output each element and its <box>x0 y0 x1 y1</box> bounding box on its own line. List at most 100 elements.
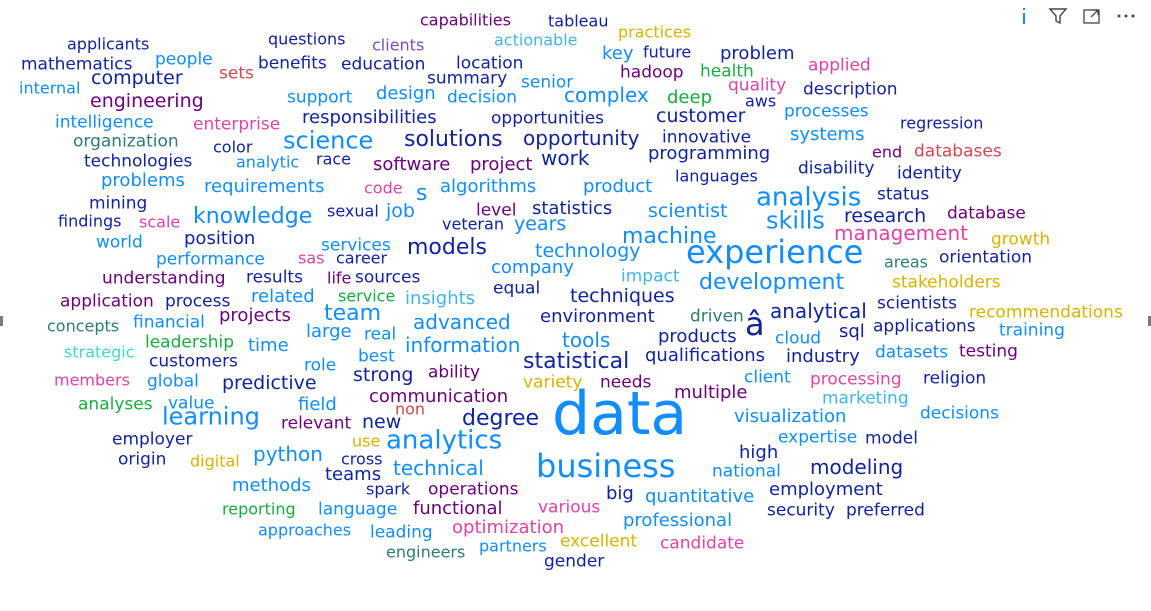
word-sas[interactable]: sas <box>298 248 324 267</box>
word-employer[interactable]: employer <box>112 429 192 449</box>
word-work[interactable]: work <box>541 146 590 170</box>
word-cloud[interactable]: cloud <box>775 328 821 348</box>
word-driven[interactable]: driven <box>690 306 744 326</box>
word-responsibilities[interactable]: responsibilities <box>302 107 437 128</box>
word-origin[interactable]: origin <box>118 449 166 469</box>
word-degree[interactable]: degree <box>462 406 539 431</box>
word-non[interactable]: non <box>395 399 425 418</box>
info-icon[interactable] <box>1013 5 1035 27</box>
word-areas[interactable]: areas <box>884 252 928 271</box>
word-systems[interactable]: systems <box>790 124 864 145</box>
word-programming[interactable]: programming <box>648 143 770 164</box>
word-intelligence[interactable]: intelligence <box>55 112 154 132</box>
word-customer[interactable]: customer <box>656 105 746 127</box>
word-findings[interactable]: findings <box>58 211 121 230</box>
word-technology[interactable]: technology <box>535 240 641 262</box>
word-candidate[interactable]: candidate <box>660 533 744 553</box>
word-machine[interactable]: machine <box>622 224 717 249</box>
word-s[interactable]: s <box>416 181 427 206</box>
word-race[interactable]: race <box>316 149 351 168</box>
word-aws[interactable]: aws <box>745 91 776 110</box>
word-partners[interactable]: partners <box>479 536 547 555</box>
word-multiple[interactable]: multiple <box>674 382 748 403</box>
word-customers[interactable]: customers <box>149 351 238 371</box>
word-problem[interactable]: problem <box>720 43 794 64</box>
word-testing[interactable]: testing <box>959 341 1018 361</box>
word-research[interactable]: research <box>844 205 926 227</box>
word-team[interactable]: team <box>324 301 381 326</box>
word-stakeholders[interactable]: stakeholders <box>892 272 1001 292</box>
word-code[interactable]: code <box>364 178 403 197</box>
word-various[interactable]: various <box>538 497 600 517</box>
word-opportunities[interactable]: opportunities <box>491 108 604 128</box>
word-functional[interactable]: functional <box>413 498 503 519</box>
word-future[interactable]: future <box>643 42 691 61</box>
word-understanding[interactable]: understanding <box>102 268 226 288</box>
word-concepts[interactable]: concepts <box>47 316 119 335</box>
word-results[interactable]: results <box>246 267 303 287</box>
word-security[interactable]: security <box>767 500 835 520</box>
word-high[interactable]: high <box>739 442 778 463</box>
word-solutions[interactable]: solutions <box>404 127 503 152</box>
word-data[interactable]: data <box>552 379 687 449</box>
word-reporting[interactable]: reporting <box>222 499 296 518</box>
word-spark[interactable]: spark <box>366 479 411 498</box>
word-model[interactable]: model <box>865 428 918 448</box>
word-requirements[interactable]: requirements <box>204 176 324 197</box>
word-technologies[interactable]: technologies <box>84 151 193 171</box>
word-time[interactable]: time <box>248 335 289 356</box>
word-scale[interactable]: scale <box>139 212 180 231</box>
word-mining[interactable]: mining <box>89 193 147 213</box>
word-relevant[interactable]: relevant <box>281 413 352 433</box>
word-decision[interactable]: decision <box>447 87 517 107</box>
word-business[interactable]: business <box>536 447 675 485</box>
word-clients[interactable]: clients <box>372 35 424 54</box>
focus-mode-icon[interactable] <box>1081 5 1103 27</box>
word-senior[interactable]: senior <box>521 72 573 92</box>
word-members[interactable]: members <box>54 370 130 389</box>
word-cross[interactable]: cross <box>341 449 382 468</box>
word-application[interactable]: application <box>60 291 154 311</box>
word-operations[interactable]: operations <box>428 479 519 499</box>
word-value[interactable]: value <box>168 393 214 413</box>
word-experience[interactable]: experience <box>686 233 863 271</box>
word-recommendations[interactable]: recommendations <box>969 302 1123 322</box>
word-scientists[interactable]: scientists <box>877 293 957 313</box>
word-project[interactable]: project <box>470 154 532 175</box>
word-equal[interactable]: equal <box>493 278 540 298</box>
word-practices[interactable]: practices <box>618 22 691 41</box>
word-sql[interactable]: sql <box>839 321 865 342</box>
word-communication[interactable]: communication <box>369 386 508 407</box>
word-quantitative[interactable]: quantitative <box>645 486 754 507</box>
word-position[interactable]: position <box>184 228 255 249</box>
word-role[interactable]: role <box>304 355 336 375</box>
word-education[interactable]: education <box>341 54 425 74</box>
word-projects[interactable]: projects <box>219 305 291 326</box>
word-environment[interactable]: environment <box>540 306 655 327</box>
word-industry[interactable]: industry <box>786 346 860 367</box>
word-approaches[interactable]: approaches <box>258 520 351 539</box>
word-life[interactable]: life <box>327 268 351 287</box>
word-religion[interactable]: religion <box>923 368 986 388</box>
word-problems[interactable]: problems <box>101 170 185 191</box>
word-algorithms[interactable]: algorithms <box>440 176 536 197</box>
word-strategic[interactable]: strategic <box>64 342 135 361</box>
word-a-circumflex[interactable]: â <box>745 305 765 343</box>
word-process[interactable]: process <box>165 291 230 311</box>
word-description[interactable]: description <box>803 79 898 99</box>
word-national[interactable]: national <box>712 461 781 481</box>
word-deep[interactable]: deep <box>667 87 712 108</box>
word-level[interactable]: level <box>476 200 516 220</box>
word-disability[interactable]: disability <box>798 158 874 178</box>
word-knowledge[interactable]: knowledge <box>193 204 312 229</box>
word-optimization[interactable]: optimization <box>452 517 564 538</box>
word-years[interactable]: years <box>514 213 566 235</box>
word-client[interactable]: client <box>744 367 791 387</box>
word-software[interactable]: software <box>373 154 450 175</box>
word-innovative[interactable]: innovative <box>662 127 751 147</box>
word-sexual[interactable]: sexual <box>327 201 379 220</box>
word-large[interactable]: large <box>306 321 352 342</box>
resize-handle-right[interactable] <box>1148 316 1151 326</box>
word-modeling[interactable]: modeling <box>810 455 903 479</box>
word-computer[interactable]: computer <box>91 67 183 89</box>
